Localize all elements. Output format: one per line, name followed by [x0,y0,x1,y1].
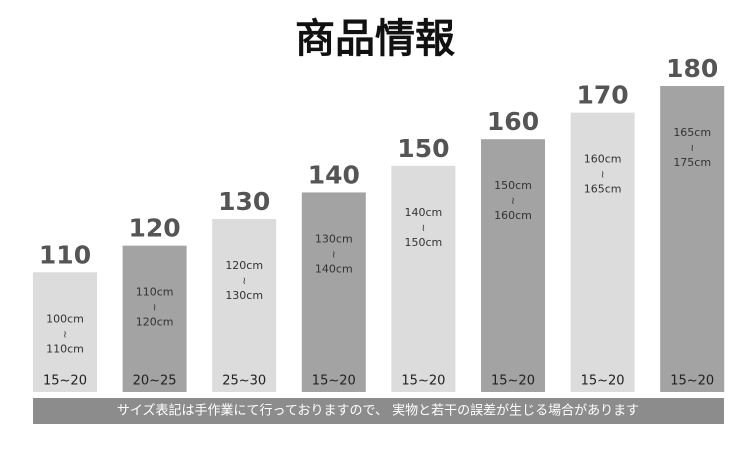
range-to: 120cm [136,316,174,329]
range-from: 100cm [46,312,84,325]
bottom-label: 15~20 [43,374,87,389]
range-from: 110cm [136,286,174,299]
bottom-label: 25~30 [222,374,266,389]
range-from: 140cm [405,206,443,219]
bottom-label: 20~25 [133,374,177,389]
range-separator: ≀ [153,303,157,314]
bottom-label: 15~20 [491,374,535,389]
range-separator: ≀ [63,329,67,340]
size-label: 170 [577,81,629,110]
bar [570,112,635,392]
range-separator: ≀ [511,196,515,207]
bar [391,165,456,392]
size-label: 130 [218,187,270,216]
size-label: 120 [129,214,181,243]
bar [33,272,97,392]
range-to: 175cm [673,156,711,169]
bar [301,192,366,392]
range-to: 165cm [584,183,622,196]
range-from: 120cm [225,259,263,272]
bottom-label: 15~20 [401,374,445,389]
bar [481,139,545,392]
size-label: 160 [487,107,539,136]
bar [122,245,187,392]
range-to: 110cm [46,342,84,355]
size-label: 180 [666,54,718,83]
size-label: 150 [397,134,449,163]
range-from: 165cm [673,126,711,139]
bottom-label: 15~20 [312,374,356,389]
range-to: 160cm [494,209,532,222]
note: サイズ表記は手作業にて行っておりますので、 実物と若干の誤差が生じる場合がありま… [117,403,639,419]
range-from: 150cm [494,179,532,192]
range-separator: ≀ [242,276,246,287]
range-from: 130cm [315,232,353,245]
bottom-label: 15~20 [670,374,714,389]
range-to: 130cm [225,289,263,302]
chart-title: 商品情報 [295,15,455,62]
size-label: 140 [308,160,360,189]
range-separator: ≀ [690,143,694,154]
range-to: 140cm [315,262,353,275]
bar [660,86,725,392]
bottom-label: 15~20 [581,374,625,389]
range-separator: ≀ [601,170,605,181]
size-label: 110 [39,240,91,269]
range-to: 150cm [405,236,443,249]
range-from: 160cm [584,153,622,166]
range-separator: ≀ [332,249,336,260]
bar [212,219,277,392]
range-separator: ≀ [422,223,426,234]
note-band [33,398,724,424]
